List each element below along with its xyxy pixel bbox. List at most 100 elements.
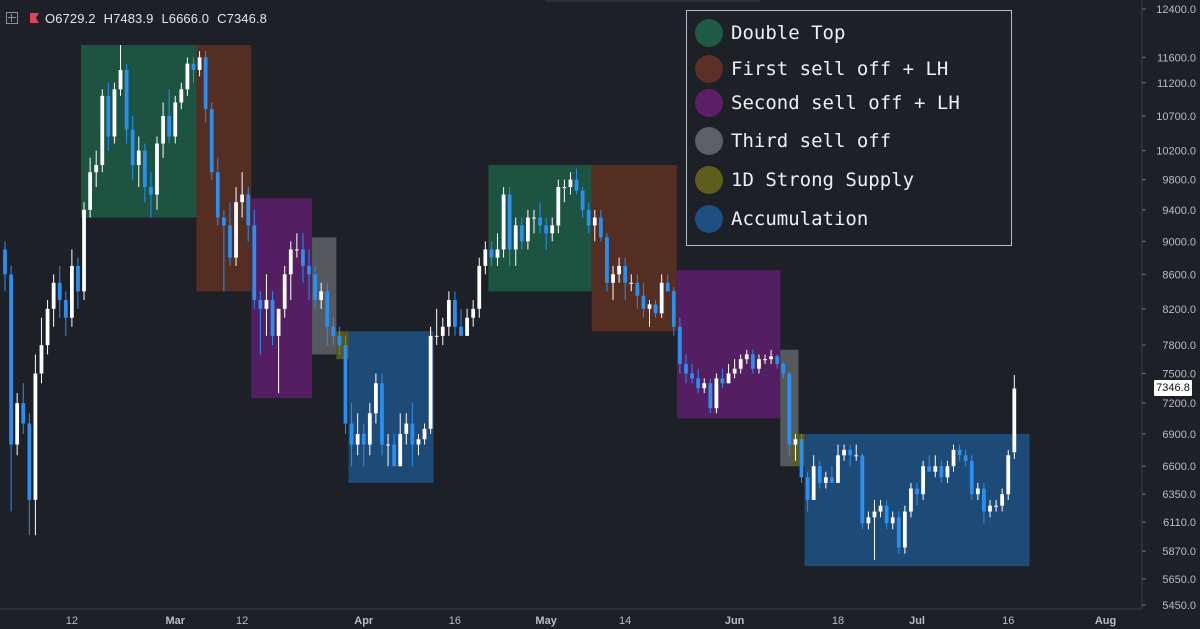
price-tick-label: 7500.0 bbox=[1162, 369, 1196, 381]
candle-body bbox=[854, 455, 859, 457]
candle-body bbox=[319, 291, 324, 301]
legend-swatch bbox=[695, 205, 723, 233]
legend-item-strong-supply: 1D Strong Supply bbox=[695, 164, 914, 196]
candle-body bbox=[82, 209, 86, 292]
time-tick-label: 12 bbox=[66, 615, 78, 627]
candle-body bbox=[185, 63, 190, 90]
candle-body bbox=[483, 249, 488, 266]
candle-body bbox=[325, 291, 330, 327]
candle-body bbox=[684, 363, 688, 374]
candle-body bbox=[453, 300, 457, 327]
candle-body bbox=[361, 433, 366, 445]
candle-body bbox=[197, 57, 202, 70]
candle-body bbox=[118, 69, 123, 90]
candle-body bbox=[678, 326, 682, 364]
candle-body bbox=[939, 466, 944, 478]
candle-body bbox=[39, 345, 44, 374]
candle-body bbox=[428, 335, 433, 429]
candle-body bbox=[477, 265, 482, 309]
price-tick-label: 9000.0 bbox=[1162, 236, 1196, 248]
candle-body bbox=[88, 172, 93, 210]
candle-body bbox=[635, 282, 640, 296]
candle-body bbox=[605, 237, 609, 283]
zone-double-top bbox=[81, 44, 197, 218]
candle-body bbox=[763, 359, 767, 361]
candle-body bbox=[398, 433, 403, 467]
price-tick-label: 5650.0 bbox=[1162, 574, 1196, 586]
legend-swatch bbox=[695, 127, 723, 155]
candle-body bbox=[532, 217, 536, 219]
candle-body bbox=[1012, 388, 1017, 453]
candle-body bbox=[544, 225, 549, 234]
candle-body bbox=[264, 300, 269, 309]
candle-body bbox=[963, 455, 968, 461]
candle-body bbox=[367, 413, 372, 445]
candle-body bbox=[598, 217, 603, 238]
price-tick-label: 6110.0 bbox=[1163, 517, 1196, 529]
candle-body bbox=[848, 449, 853, 456]
high-value: H7483.9 bbox=[103, 10, 154, 26]
legend-label: Third sell off bbox=[731, 130, 892, 152]
time-tick-label: May bbox=[535, 615, 557, 627]
candle-body bbox=[945, 466, 950, 478]
add-indicator-icon[interactable] bbox=[6, 12, 18, 24]
candle-body bbox=[374, 383, 378, 414]
candle-body bbox=[860, 455, 865, 524]
candle-body bbox=[404, 423, 409, 434]
legend-label: 1D Strong Supply bbox=[731, 169, 915, 191]
candle-body bbox=[519, 225, 524, 242]
candle-body bbox=[507, 194, 512, 250]
candle-body bbox=[69, 265, 74, 318]
candle-body bbox=[781, 363, 786, 374]
price-tick-label: 6600.0 bbox=[1162, 461, 1196, 473]
candle-body bbox=[592, 217, 597, 226]
legend-swatch bbox=[695, 166, 723, 194]
candle-body bbox=[647, 304, 652, 309]
candle-body bbox=[757, 359, 761, 369]
legend-label: First sell off + LH bbox=[731, 58, 949, 80]
candle-body bbox=[775, 356, 780, 364]
candle-body bbox=[386, 444, 390, 446]
price-tick-label: 8200.0 bbox=[1162, 304, 1196, 316]
candle-body bbox=[27, 423, 32, 500]
candle-body bbox=[1000, 494, 1005, 506]
price-tick-label: 9400.0 bbox=[1162, 205, 1196, 217]
candle-body bbox=[550, 225, 555, 234]
candle-body bbox=[307, 265, 311, 275]
candle-body bbox=[410, 423, 415, 445]
candle-body bbox=[738, 359, 743, 369]
legend-label: Second sell off + LH bbox=[731, 92, 960, 114]
candle-body bbox=[750, 354, 755, 369]
candle-body bbox=[100, 95, 105, 165]
candle-body bbox=[629, 282, 634, 284]
legend-item-third-sell-off: Third sell off bbox=[695, 125, 891, 157]
candle-body bbox=[890, 517, 895, 524]
candle-body bbox=[288, 249, 293, 275]
candle-body bbox=[617, 265, 621, 275]
candle-body bbox=[994, 505, 998, 507]
candle-body bbox=[76, 265, 80, 292]
low-value: L6666.0 bbox=[161, 10, 210, 26]
candle-body bbox=[878, 505, 883, 512]
candle-body bbox=[817, 466, 822, 483]
time-tick-label: 18 bbox=[832, 615, 844, 627]
price-tick-label: 6350.0 bbox=[1162, 489, 1196, 501]
candle-body bbox=[349, 423, 354, 445]
candle-body bbox=[331, 326, 336, 336]
time-tick-label: Aug bbox=[1095, 615, 1116, 627]
candle-body bbox=[513, 225, 518, 250]
candle-body bbox=[45, 308, 50, 346]
candle-body bbox=[787, 373, 792, 445]
candle-body bbox=[811, 466, 816, 500]
candle-body bbox=[234, 202, 238, 258]
candle-body bbox=[355, 433, 360, 445]
zone-accumulation bbox=[348, 331, 434, 483]
time-tick-label: Jun bbox=[725, 615, 745, 627]
candle-body bbox=[343, 345, 348, 424]
legend-swatch bbox=[695, 19, 723, 47]
candle-body bbox=[301, 249, 305, 266]
candle-body bbox=[562, 187, 567, 189]
candle-body bbox=[240, 194, 245, 203]
candle-body bbox=[623, 265, 628, 283]
